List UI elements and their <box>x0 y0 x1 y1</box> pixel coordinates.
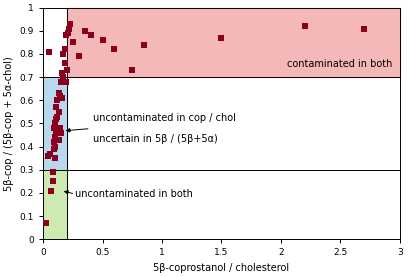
Point <box>47 151 54 156</box>
Y-axis label: 5β-cop / (5β-cop + 5α-chol): 5β-cop / (5β-cop + 5α-chol) <box>4 56 14 191</box>
Point <box>54 114 61 119</box>
Text: uncontaminated in both: uncontaminated in both <box>75 189 193 199</box>
Point <box>66 26 72 31</box>
Point <box>63 79 69 84</box>
Point <box>218 35 225 40</box>
Point <box>49 179 56 184</box>
Point <box>52 156 58 160</box>
Text: uncertain in 5β / (5β+5α): uncertain in 5β / (5β+5α) <box>93 134 218 144</box>
Bar <box>43 170 67 239</box>
Point <box>51 126 57 130</box>
Point <box>64 68 70 72</box>
Point <box>52 135 58 140</box>
Point <box>60 52 67 56</box>
Point <box>361 26 367 31</box>
Point <box>99 38 106 42</box>
Point <box>46 50 52 54</box>
Point <box>63 33 69 38</box>
Point <box>53 105 59 109</box>
Point <box>59 96 65 100</box>
Point <box>51 147 57 151</box>
Point <box>54 98 61 102</box>
Point <box>129 68 135 72</box>
Point <box>81 29 88 33</box>
Point <box>51 140 57 144</box>
Point <box>70 40 76 45</box>
Point <box>65 31 71 35</box>
Point <box>301 24 308 29</box>
Point <box>52 121 58 126</box>
Point <box>76 54 82 58</box>
Point <box>141 42 148 47</box>
Point <box>58 130 64 135</box>
Point <box>60 75 67 79</box>
Bar <box>67 8 400 77</box>
Point <box>49 170 56 174</box>
Point <box>56 126 63 130</box>
Point <box>67 22 74 26</box>
Text: contaminated in both: contaminated in both <box>287 59 392 69</box>
Point <box>52 144 58 149</box>
Point <box>58 96 64 100</box>
Point <box>88 33 94 38</box>
Point <box>59 70 65 75</box>
Point <box>58 79 64 84</box>
Point <box>55 137 62 142</box>
Point <box>111 47 118 52</box>
Point <box>42 221 49 225</box>
Point <box>61 61 68 65</box>
Point <box>48 188 55 193</box>
Point <box>56 93 63 98</box>
Point <box>53 117 59 121</box>
Point <box>61 47 68 52</box>
Point <box>55 91 62 96</box>
X-axis label: 5β-coprostanol / cholesterol: 5β-coprostanol / cholesterol <box>153 263 290 273</box>
Text: uncontaminated in cop / chol: uncontaminated in cop / chol <box>93 114 236 124</box>
Point <box>45 154 51 158</box>
Point <box>55 110 62 114</box>
Point <box>53 130 59 135</box>
Bar <box>43 77 67 170</box>
